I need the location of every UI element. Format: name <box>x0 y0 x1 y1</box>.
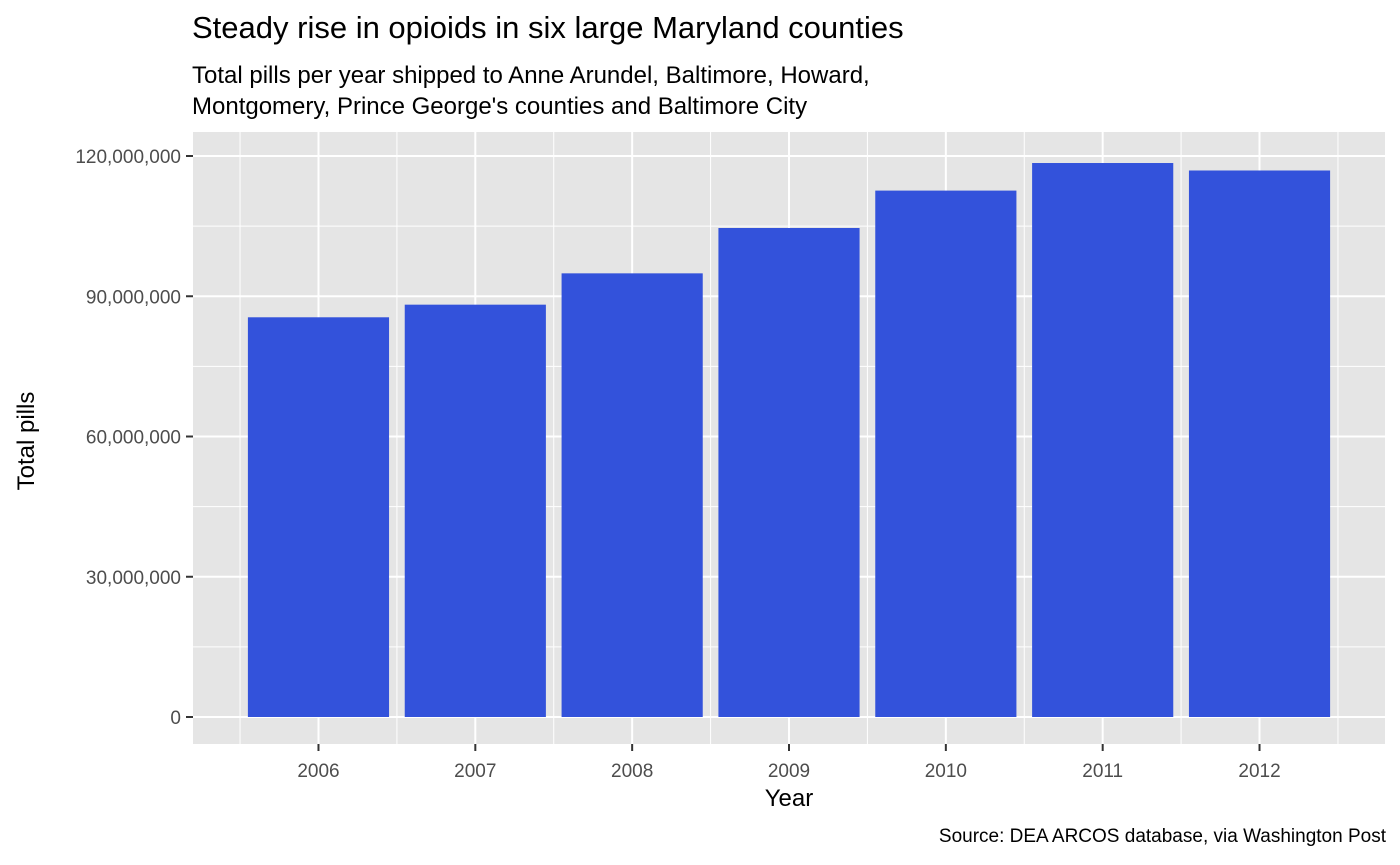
bar <box>1032 163 1174 717</box>
bar <box>247 317 390 717</box>
x-axis-title: Year <box>765 785 814 812</box>
bar <box>875 190 1017 718</box>
x-tick-label: 2011 <box>1082 761 1123 782</box>
y-tick-label: 30,000,000 <box>86 568 181 589</box>
y-tick-label: 0 <box>170 708 181 729</box>
bar <box>718 227 860 717</box>
x-tick-label: 2010 <box>925 761 967 782</box>
x-tick-label: 2008 <box>611 761 653 782</box>
y-tick-label: 90,000,000 <box>86 287 181 308</box>
chart-caption: Source: DEA ARCOS database, via Washingt… <box>938 826 1386 847</box>
x-tick-label: 2012 <box>1238 761 1280 782</box>
subtitle-line: Total pills per year shipped to Anne Aru… <box>192 62 870 89</box>
x-tick-label: 2009 <box>768 761 810 782</box>
bar <box>404 304 546 717</box>
chart-title: Steady rise in opioids in six large Mary… <box>192 10 904 45</box>
y-tick-label: 60,000,000 <box>86 428 181 449</box>
y-axis-title: Total pills <box>13 392 40 491</box>
y-tick-label: 120,000,000 <box>75 147 181 168</box>
chart-subtitle: Total pills per year shipped to Anne Aru… <box>192 60 1292 122</box>
x-tick-label: 2007 <box>454 761 496 782</box>
bar <box>561 273 703 717</box>
x-tick-label: 2006 <box>297 761 339 782</box>
subtitle-line: Montgomery, Prince George's counties and… <box>192 93 808 120</box>
bar <box>1188 170 1331 717</box>
